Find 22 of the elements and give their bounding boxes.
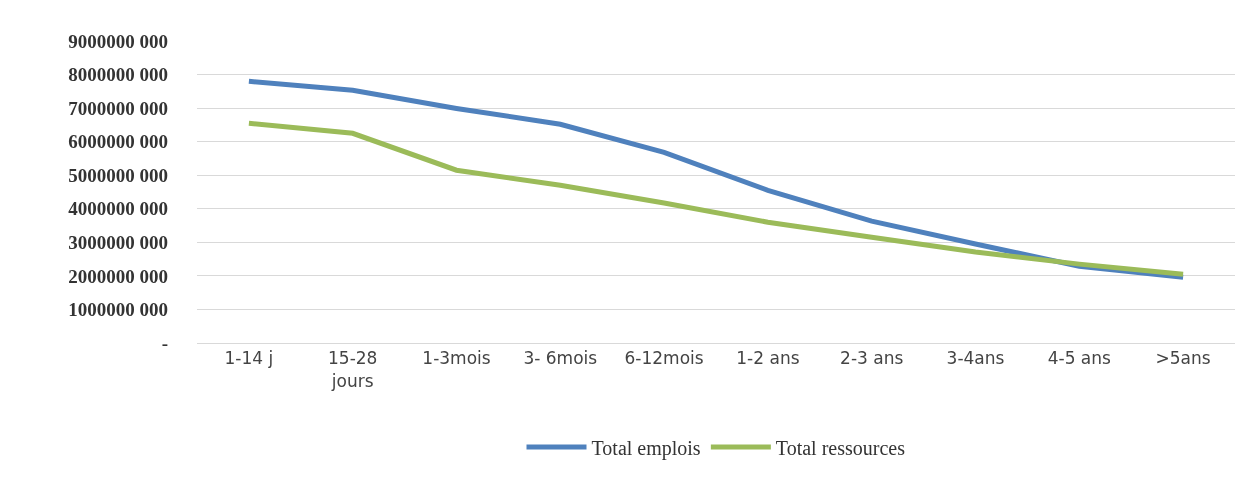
y-tick-label: - xyxy=(161,332,168,354)
x-tick-label: 4-5 ans xyxy=(1047,348,1112,369)
y-tick-label: 2000000 000 xyxy=(68,265,168,287)
x-tick-label: >5ans xyxy=(1155,348,1211,369)
legend-label: Total ressources xyxy=(775,436,906,459)
legend-label: Total emplois xyxy=(591,436,701,460)
x-tick-label: 1-2 ans xyxy=(736,348,800,369)
y-tick-label: 5000000 000 xyxy=(68,164,168,186)
x-tick-label: 1-3mois xyxy=(422,348,491,369)
y-tick-label: 1000000 000 xyxy=(68,299,168,321)
y-tick-label: 3000000 000 xyxy=(68,231,168,253)
x-tick-label: 2-3 ans xyxy=(840,348,904,369)
y-tick-label: 4000000 000 xyxy=(68,198,168,220)
x-tick-label: 15-28 jours xyxy=(328,348,378,391)
y-tick-label: 9000000 000 xyxy=(68,30,168,52)
y-tick-label: 6000000 000 xyxy=(68,131,168,153)
x-tick-label: 3-4ans xyxy=(946,348,1005,369)
y-tick-label: 7000000 000 xyxy=(68,97,168,119)
x-tick-label: 6-12mois xyxy=(624,348,704,369)
y-tick-label: 8000000 000 xyxy=(68,64,168,86)
x-tick-label: 1-14 j xyxy=(224,348,274,369)
x-tick-label: 3- 6mois xyxy=(523,348,598,369)
